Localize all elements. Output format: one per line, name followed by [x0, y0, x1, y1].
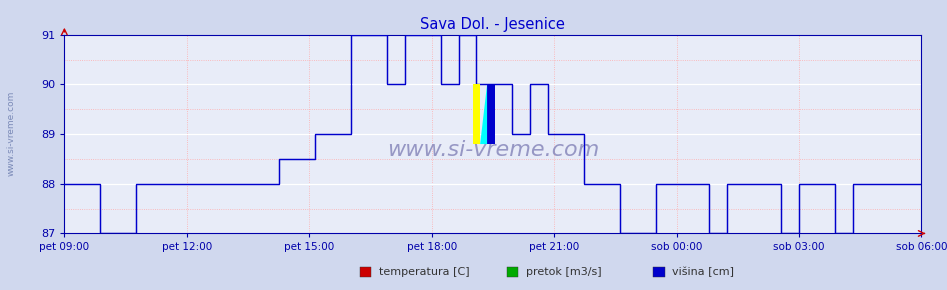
Text: temperatura [C]: temperatura [C]	[379, 267, 470, 277]
Bar	[474, 84, 480, 144]
Text: višina [cm]: višina [cm]	[672, 267, 734, 277]
Text: www.si-vreme.com: www.si-vreme.com	[386, 140, 599, 160]
Bar	[487, 84, 494, 144]
Text: www.si-vreme.com: www.si-vreme.com	[7, 91, 16, 176]
Text: pretok [m3/s]: pretok [m3/s]	[526, 267, 601, 277]
Polygon shape	[480, 84, 487, 144]
Title: Sava Dol. - Jesenice: Sava Dol. - Jesenice	[420, 17, 565, 32]
